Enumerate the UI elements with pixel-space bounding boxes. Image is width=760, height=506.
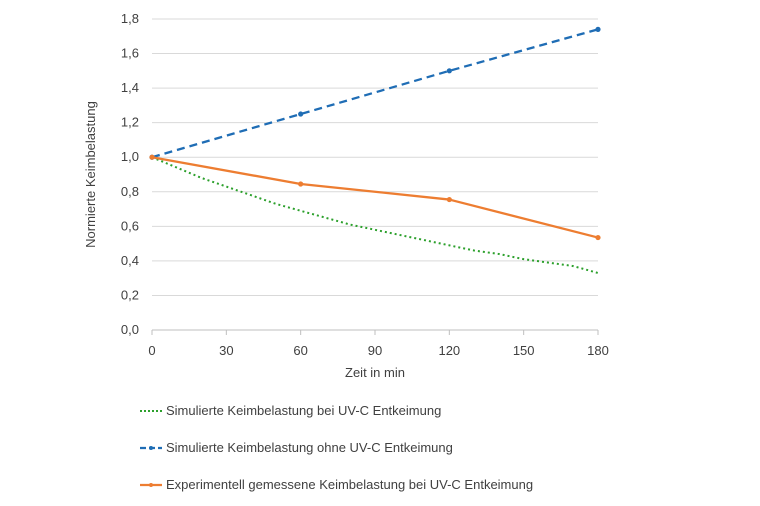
data-point-1	[595, 26, 601, 32]
legend: Simulierte Keimbelastung bei UV-C Entkei…	[138, 392, 533, 503]
legend-item-experimental-uvc: Experimentell gemessene Keimbelastung be…	[138, 466, 533, 503]
data-point-2	[446, 196, 452, 203]
tick-labels: 0,0 0,2 0,4 0,6 0,8 1,0 1,2 1,4 1,6 1,8 0 30 60 90 120…	[121, 11, 609, 358]
y-axis-title: Normierte Keimbelastung	[83, 101, 98, 248]
x-tick-label: 120	[438, 343, 460, 358]
series-line-0	[151, 156, 599, 274]
data-point-2	[298, 181, 304, 187]
x-tick-label: 150	[513, 343, 535, 358]
axes	[151, 329, 599, 335]
x-tick-label: 0	[148, 343, 155, 358]
legend-label: Simulierte Keimbelastung bei UV-C Entkei…	[166, 403, 442, 418]
legend-label: Simulierte Keimbelastung ohne UV-C Entke…	[166, 440, 453, 455]
line-chart: 0,0 0,2 0,4 0,6 0,8 1,0 1,2 1,4 1,6 1,8 0 30 60 90 120…	[83, 11, 609, 380]
gridlines	[152, 18, 598, 296]
y-tick-label: 1,8	[121, 11, 139, 26]
data-point-1	[446, 68, 452, 74]
y-tick-label: 1,4	[121, 80, 139, 95]
x-tick-label: 180	[587, 343, 609, 358]
legend-item-simulated-uvc: Simulierte Keimbelastung bei UV-C Entkei…	[138, 392, 533, 429]
data-point-2	[149, 154, 155, 160]
x-tick-label: 30	[219, 343, 233, 358]
data-point-1	[298, 111, 304, 117]
y-tick-label: 1,2	[121, 115, 139, 130]
y-tick-label: 0,8	[121, 184, 139, 199]
data-point-2	[595, 234, 601, 241]
y-tick-label: 0,6	[121, 218, 139, 233]
series-line-1	[151, 28, 599, 159]
y-tick-label: 1,0	[121, 149, 139, 164]
legend-swatch-solid-orange	[140, 482, 162, 487]
y-tick-label: 1,6	[121, 46, 139, 61]
series-line-2	[151, 156, 599, 239]
y-tick-label: 0,0	[121, 322, 139, 337]
series-layer	[149, 26, 601, 274]
y-tick-label: 0,4	[121, 253, 139, 268]
x-tick-label: 60	[293, 343, 307, 358]
x-axis-title: Zeit in min	[345, 365, 405, 380]
x-tick-label: 90	[368, 343, 382, 358]
legend-swatch-dashed-blue	[140, 445, 162, 450]
legend-label: Experimentell gemessene Keimbelastung be…	[166, 477, 534, 492]
legend-swatch-dotted-green	[140, 409, 162, 412]
y-tick-label: 0,2	[121, 287, 139, 302]
legend-item-simulated-no-uvc: Simulierte Keimbelastung ohne UV-C Entke…	[138, 429, 533, 466]
